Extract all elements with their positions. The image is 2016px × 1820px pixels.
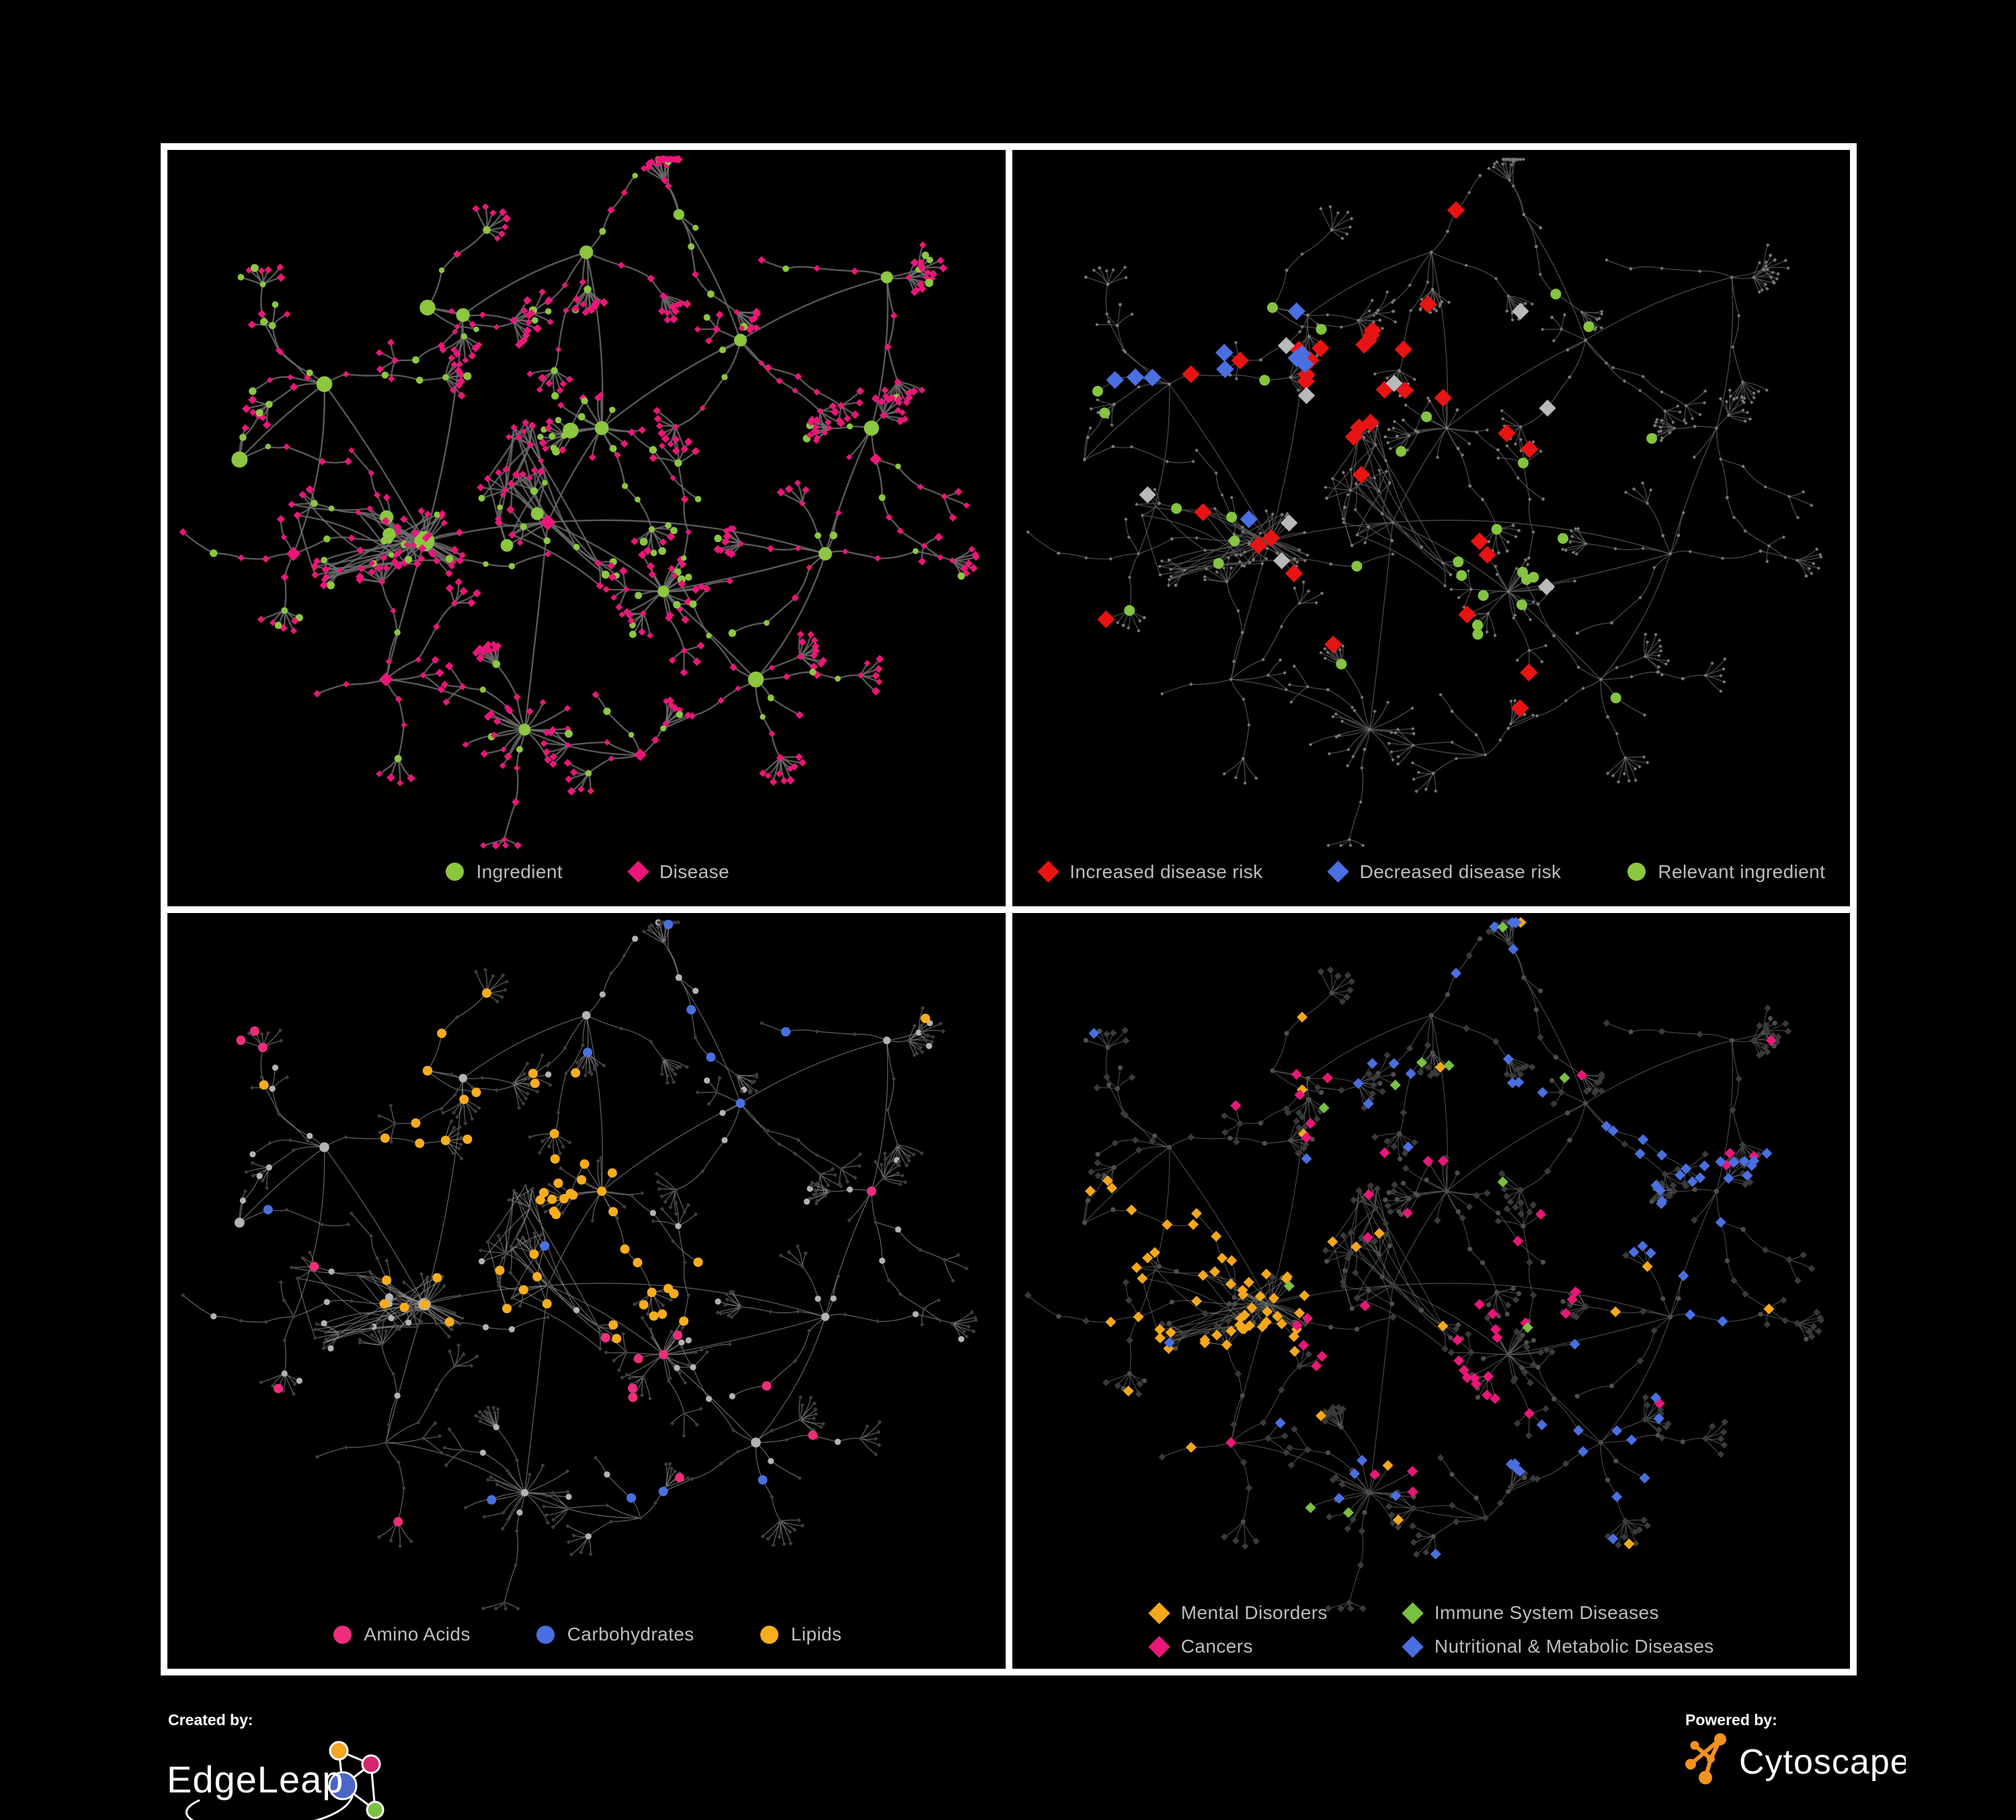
- legend-label: Amino Acids: [364, 1624, 471, 1645]
- legend-item-relevant-ingredient: Relevant ingredient: [1625, 861, 1825, 883]
- panel-disease-risk: Increased disease risk Decreased disease …: [1012, 150, 1851, 906]
- legend-label: Nutritional & Metabolic Diseases: [1434, 1636, 1714, 1657]
- legend-ingredient-classes: Amino Acids Carbohydrates Lipids: [167, 1623, 1006, 1646]
- legend-item-increased-disease-risk: Increased disease risk: [1037, 861, 1262, 883]
- legend-item-carbohydrates: Carbohydrates: [534, 1623, 694, 1646]
- edgeleap-node-pink: [361, 1754, 381, 1774]
- network-canvas-ingredient-classes[interactable]: [167, 913, 1006, 1669]
- legend-label: Relevant ingredient: [1658, 861, 1826, 882]
- edgeleap-node-orange: [329, 1741, 349, 1761]
- diamond-swatch-icon: [1148, 1601, 1171, 1624]
- panel-ingredient-classes: Amino Acids Carbohydrates Lipids: [167, 912, 1006, 1669]
- created-by-label: Created by:: [168, 1711, 253, 1729]
- network-canvas-ingredient-disease[interactable]: [167, 150, 1006, 906]
- panel-grid: Ingredient Disease Increased disease risk…: [161, 143, 1857, 1675]
- panel-ingredient-disease: Ingredient Disease: [167, 150, 1006, 906]
- legend-item-mental-disorders: Mental Disorders: [1148, 1601, 1328, 1624]
- legend-label: Ingredient: [476, 861, 563, 882]
- diamond-swatch-icon: [1148, 1635, 1171, 1658]
- edgeleap-node-blue: [328, 1771, 358, 1801]
- legend-item-amino-acids: Amino Acids: [331, 1623, 470, 1646]
- cytoscape-branding: Powered by: Cytoscape: [1684, 1711, 1906, 1790]
- edgeleap-swoosh: [185, 1795, 354, 1820]
- legend-item-decreased-disease-risk: Decreased disease risk: [1327, 861, 1562, 883]
- cytoscape-logo: Cytoscape: [1685, 1733, 1906, 1784]
- legend-label: Mental Disorders: [1180, 1602, 1328, 1623]
- edgeleap-branding: Created by: EdgeLeap: [167, 1711, 399, 1820]
- circle-swatch-icon: [443, 861, 466, 883]
- cytoscape-glyph-nodes: [1685, 1733, 1726, 1784]
- legend-label: Disease: [659, 861, 729, 882]
- legend-label: Carbohydrates: [567, 1624, 694, 1645]
- panel-disease-classes: Mental Disorders Immune System Diseases Ca…: [1012, 912, 1851, 1669]
- legend-item-nutritional-metabolic-diseases: Nutritional & Metabolic Diseases: [1402, 1635, 1714, 1658]
- legend-label: Increased disease risk: [1070, 861, 1263, 882]
- circle-swatch-icon: [534, 1623, 557, 1646]
- diamond-swatch-icon: [1037, 861, 1059, 883]
- legend-disease-risk: Increased disease risk Decreased disease …: [1012, 861, 1851, 883]
- legend-label: Decreased disease risk: [1359, 861, 1562, 882]
- legend-item-immune-system-diseases: Immune System Diseases: [1402, 1601, 1659, 1624]
- edgeleap-wordmark: EdgeLeap: [167, 1758, 344, 1801]
- legend-item-cancers: Cancers: [1148, 1635, 1253, 1658]
- legend-label: Immune System Diseases: [1434, 1602, 1659, 1623]
- network-canvas-disease-classes[interactable]: [1012, 913, 1851, 1669]
- edgeleap-node-green: [366, 1801, 385, 1819]
- circle-swatch-icon: [1625, 861, 1648, 883]
- diamond-swatch-icon: [1402, 1601, 1424, 1624]
- diamond-swatch-icon: [627, 861, 649, 883]
- legend-item-lipids: Lipids: [758, 1623, 842, 1646]
- powered-by-label: Powered by:: [1685, 1711, 1777, 1729]
- diamond-swatch-icon: [1402, 1635, 1424, 1658]
- legend-item-ingredient: Ingredient: [443, 861, 563, 883]
- legend-ingredient-disease: Ingredient Disease: [167, 861, 1006, 883]
- legend-disease-classes: Mental Disorders Immune System Diseases Ca…: [1012, 1601, 1851, 1658]
- cytoscape-wordmark: Cytoscape: [1739, 1743, 1906, 1782]
- legend-label: Cancers: [1180, 1636, 1253, 1657]
- legend-item-disease: Disease: [627, 861, 729, 883]
- edgeleap-logo: EdgeLeap: [167, 1741, 385, 1820]
- circle-swatch-icon: [758, 1623, 781, 1646]
- legend-label: Lipids: [791, 1624, 842, 1645]
- network-canvas-disease-risk[interactable]: [1012, 150, 1851, 906]
- diamond-swatch-icon: [1327, 861, 1350, 883]
- circle-swatch-icon: [331, 1623, 354, 1646]
